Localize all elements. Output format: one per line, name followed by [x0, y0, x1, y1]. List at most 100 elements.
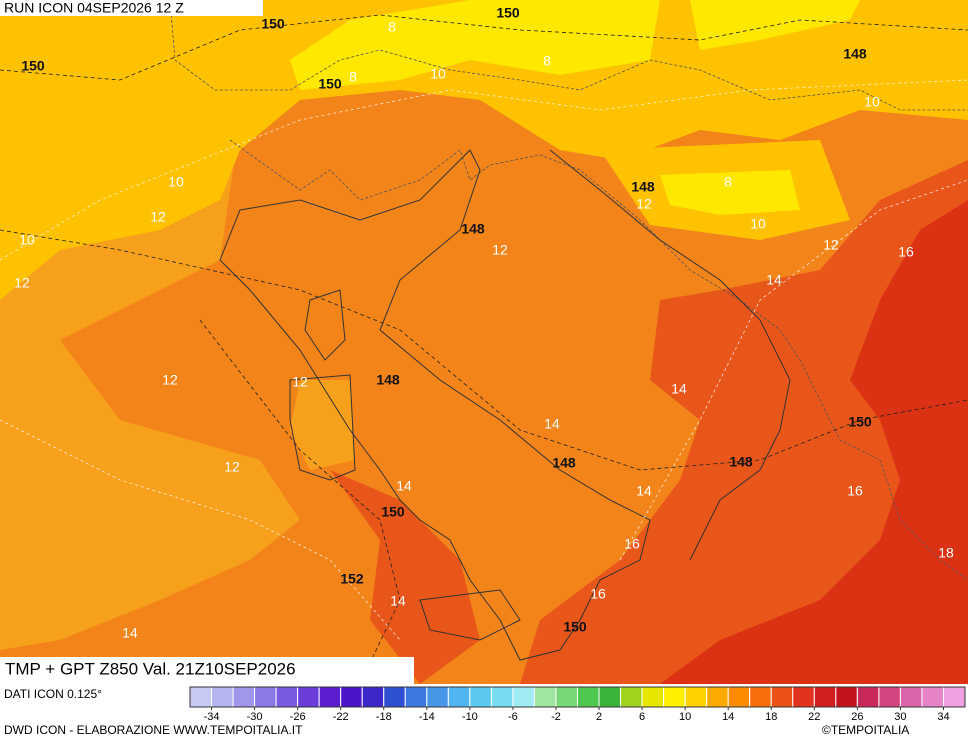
footer-credit: DWD ICON - ELABORAZIONE WWW.TEMPOITALIA.…	[4, 723, 303, 737]
isotherm-label: 8	[388, 19, 396, 35]
isotherm-label: 8	[724, 174, 732, 190]
colorbar-tick-label: 22	[808, 711, 820, 723]
isotherm-label: 12	[492, 242, 508, 258]
colorbar-swatch	[490, 686, 514, 708]
contour-label: 150	[848, 414, 872, 430]
colorbar-tick-label: 34	[937, 711, 949, 723]
isotherm-label: 10	[430, 66, 446, 82]
sardinia-coast	[289, 374, 356, 481]
colorbar-tick-label: -10	[462, 711, 478, 723]
contour-label: 150	[318, 76, 342, 92]
run-box	[0, 0, 263, 16]
isotherm-label: 10	[864, 94, 880, 110]
temp-field-18	[660, 200, 968, 684]
temp-field-8	[660, 170, 800, 215]
colorbar-tick-label: -2	[551, 711, 561, 723]
colorbar-tick-label: -30	[247, 711, 263, 723]
colorbar-source: DATI ICON 0.125°	[4, 687, 102, 701]
colorbar-tick-label: 14	[722, 711, 734, 723]
colorbar-tick-label: -18	[376, 711, 392, 723]
isotherm-label: 18	[938, 545, 954, 561]
border-line	[229, 139, 968, 581]
temp-field-16	[520, 160, 968, 684]
temp-field-8	[690, 0, 860, 50]
colorbar-swatch	[749, 686, 772, 708]
colorbar-swatch	[469, 686, 492, 708]
border-line	[169, 0, 968, 111]
isotherm-label: 16	[847, 483, 863, 499]
contour-line	[0, 14, 968, 81]
contour-label: 150	[261, 16, 285, 32]
colorbar-swatch	[878, 686, 901, 708]
colorbar-swatch	[361, 686, 385, 708]
isotherm-label: 14	[766, 272, 782, 288]
contour-label: 150	[381, 504, 405, 520]
contour-label: 148	[552, 455, 576, 471]
colorbar-swatch	[383, 686, 406, 708]
colorbar-tick-label: -34	[204, 711, 220, 723]
colorbar-tick-label: -6	[508, 711, 518, 723]
isotherm-label: 14	[544, 416, 560, 432]
contour-label: 150	[496, 5, 520, 21]
colorbar-swatch	[942, 686, 966, 708]
colorbar-swatch	[404, 686, 428, 708]
contour-label: 148	[631, 179, 655, 195]
isotherm-label: 14	[122, 625, 138, 641]
colorbar-tick-label: 26	[851, 711, 863, 723]
colorbar-swatch	[447, 686, 471, 708]
colorbar-swatch	[813, 686, 837, 708]
isotherm-label: 14	[671, 381, 687, 397]
colorbar-tick-label: 18	[765, 711, 777, 723]
isotherm-label: 8	[543, 53, 551, 69]
isotherm-label: 14	[390, 593, 406, 609]
italy-coast	[219, 149, 651, 661]
colorbar-swatch	[641, 686, 665, 708]
colorbar-swatch	[663, 686, 686, 708]
run-label: RUN ICON 04SEP2026 12 Z	[4, 0, 184, 16]
colorbar-frame	[189, 686, 966, 708]
contour-label: 148	[376, 372, 400, 388]
isotherm-label: 10	[168, 174, 184, 190]
colorbar-tick-label: 30	[894, 711, 906, 723]
colorbar-swatch	[275, 686, 299, 708]
colorbar-swatch	[792, 686, 815, 708]
colorbar-swatch	[899, 686, 923, 708]
isotherm-label: 12	[636, 196, 652, 212]
colorbar-swatch	[706, 686, 729, 708]
contour-label: 148	[843, 46, 867, 62]
colorbar-swatch	[318, 686, 342, 708]
colorbar: -34 -30 -26 -22 -18 -14 -10 -6 -2 2 6 10 14 18 22 26 30 3…	[189, 686, 966, 723]
temp-field-12	[290, 380, 355, 470]
isotherm-label: 8	[349, 69, 357, 85]
balkan-coast	[549, 149, 791, 561]
isotherm-label: 14	[396, 478, 412, 494]
footer-copyright: ©TEMPOITALIA	[822, 723, 909, 737]
colorbar-tick-label: -26	[290, 711, 306, 723]
temp-field-16	[330, 470, 480, 684]
colorbar-swatch	[189, 686, 213, 708]
colorbar-swatch	[598, 686, 622, 708]
isotherm-label: 16	[590, 586, 606, 602]
isotherm-label: 12	[150, 209, 166, 225]
colorbar-tick-label: 2	[596, 711, 602, 723]
colorbar-swatch	[512, 686, 535, 708]
colorbar-swatch	[211, 686, 234, 708]
isotherm-label: 12	[162, 372, 178, 388]
colorbar-swatch	[254, 686, 277, 708]
contour-label: 148	[461, 221, 485, 237]
colorbar-swatch	[426, 686, 449, 708]
isotherm-label: 10	[750, 216, 766, 232]
isotherm-label: 12	[823, 237, 839, 253]
isotherm-label: 12	[292, 374, 308, 390]
isotherm-line	[0, 79, 968, 261]
temp-field-10	[0, 0, 968, 300]
sicily-coast	[419, 589, 521, 641]
colorbar-swatch	[835, 686, 858, 708]
contour-label: 148	[729, 454, 753, 470]
isotherm-line	[0, 419, 401, 641]
colorbar-swatch	[727, 686, 751, 708]
colorbar-swatch	[684, 686, 708, 708]
colorbar-swatch	[770, 686, 794, 708]
